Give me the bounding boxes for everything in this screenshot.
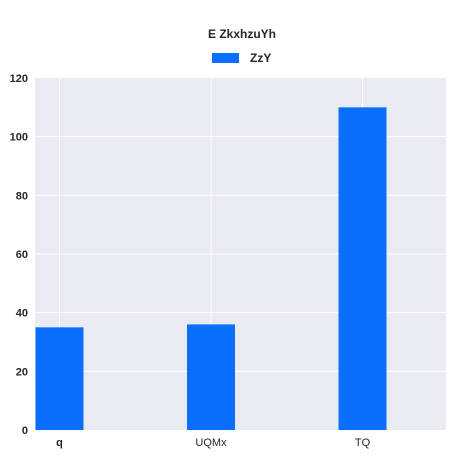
x-axis: q UQMx TQ <box>56 437 370 449</box>
bars <box>35 107 387 430</box>
y-tick-label: 0 <box>22 425 28 437</box>
bar-uqmx <box>187 324 235 430</box>
x-tick-label: TQ <box>355 437 371 449</box>
legend: ZzY <box>212 51 271 65</box>
y-tick-label: 40 <box>16 308 28 320</box>
y-tick-label: 100 <box>10 132 28 144</box>
legend-swatch-zzy <box>212 53 239 63</box>
x-tick-label: q <box>56 437 63 449</box>
y-tick-label: 60 <box>16 249 28 261</box>
bar-tq <box>338 107 387 430</box>
legend-label-zzy: ZzY <box>250 51 271 65</box>
x-tick-label: UQMx <box>195 437 227 449</box>
chart-title: E ZkxhzuYh <box>208 27 276 41</box>
y-tick-label: 20 <box>16 366 28 378</box>
bar-q <box>35 327 84 430</box>
y-tick-label: 80 <box>16 190 28 202</box>
y-axis: 0 20 40 60 80 100 120 <box>10 73 28 437</box>
y-tick-label: 120 <box>10 73 28 85</box>
